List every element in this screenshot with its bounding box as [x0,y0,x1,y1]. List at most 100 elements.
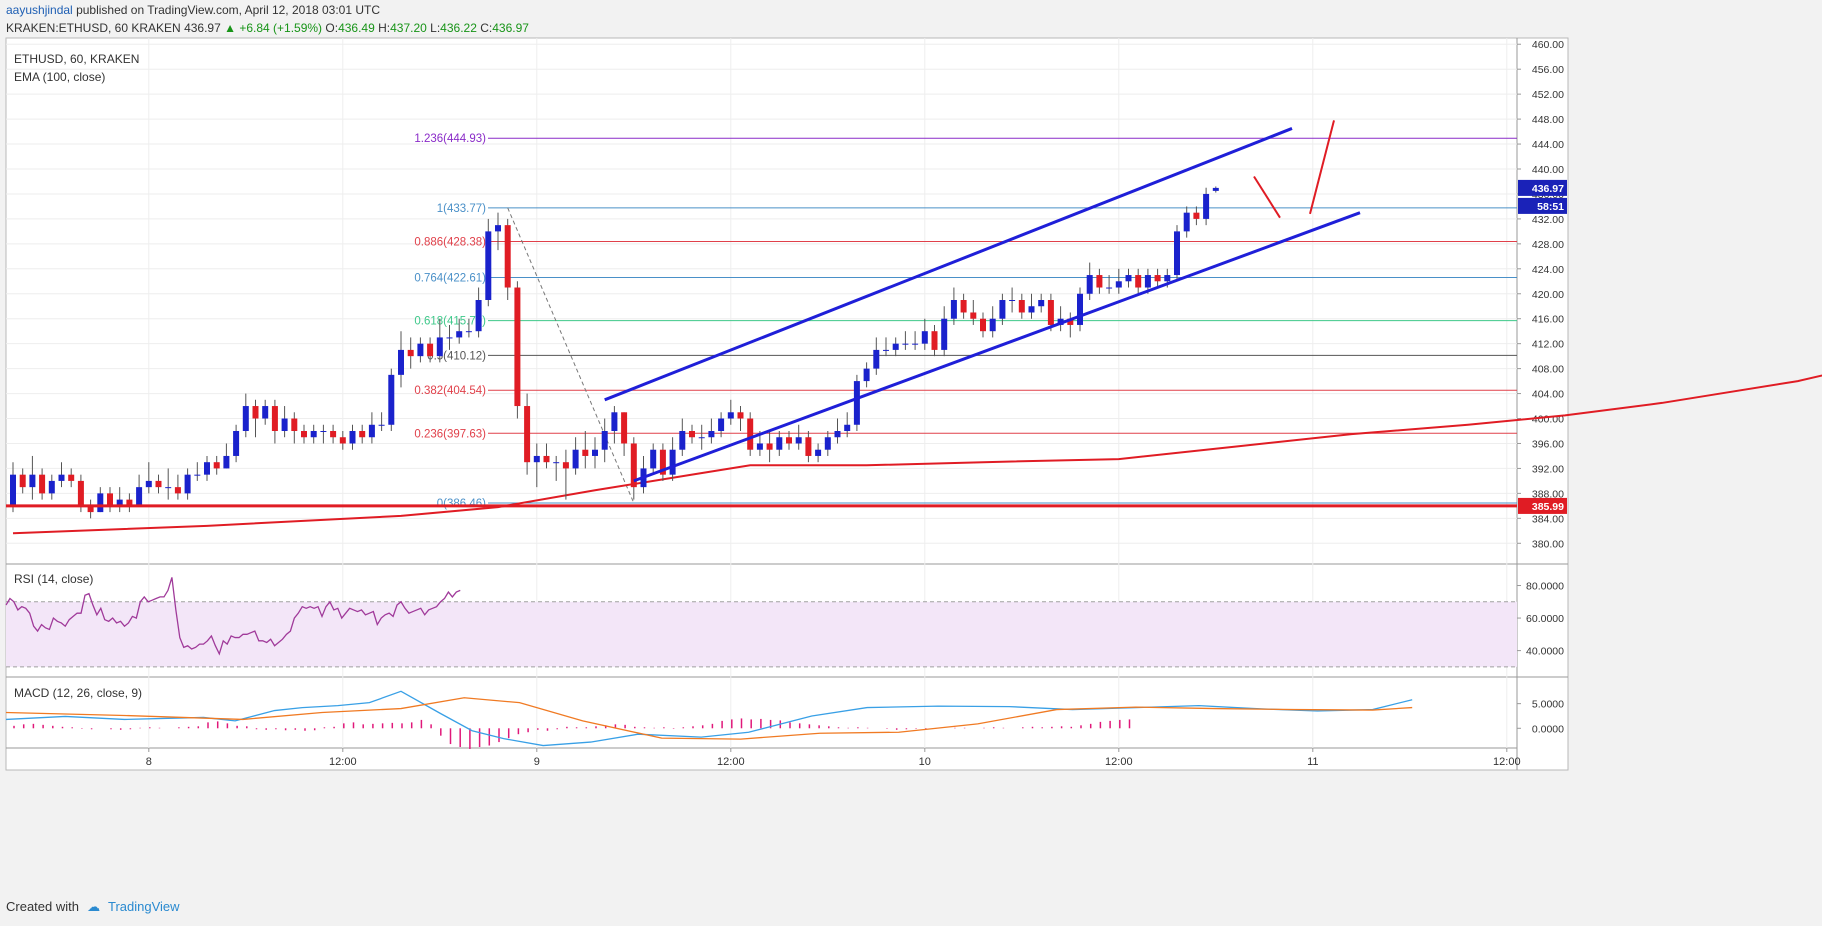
candle-body [1154,275,1161,282]
candle-body [883,349,889,351]
y-tick-label: 424.00 [1532,264,1564,276]
candle-body [339,437,346,444]
ema-indicator-label: EMA (100, close) [14,70,105,84]
candle-body [1144,275,1151,288]
candle-body [233,431,240,456]
candle-body [388,374,395,425]
x-tick-label: 8 [146,756,152,768]
y-tick-label: 420.00 [1532,289,1564,301]
fib-level-label: 1.236(444.93) [414,133,486,145]
countdown-label: 58:51 [1537,201,1564,213]
rsi-band-fill [6,601,1517,667]
candle-body [213,462,220,469]
candle-body [1096,275,1103,288]
candle-body [902,343,909,345]
author-link[interactable]: aayushjindal [6,3,73,17]
candle-body [1047,300,1054,325]
candle-body [1193,212,1200,219]
candle-body [1067,318,1074,325]
candle-body [1183,212,1190,232]
candle-body [19,474,26,488]
candle-body [999,300,1006,319]
candle-body [58,474,65,481]
candle-body [727,412,734,419]
low-value: 436.22 [440,21,477,35]
projection-up-stroke [1309,120,1335,215]
candle-body [68,474,75,481]
macd-tick-label: 5.0000 [1532,699,1564,711]
candle-body [145,480,152,488]
x-tick-label: 12:00 [1105,756,1133,768]
candle-body [107,493,113,506]
close-value: 436.97 [492,21,529,35]
quote-line: KRAKEN:ETHUSD, 60 KRAKEN 436.97 ▲ +6.84 … [6,21,529,35]
candle-body [921,331,928,344]
candle-body [553,462,560,464]
candle-body [776,437,783,450]
candle-body [698,437,705,439]
open-label: O: [325,21,339,35]
fib-level-label: 0.764(422.61) [414,272,486,284]
candle-body [689,431,695,438]
candle-body [252,406,259,419]
candle-body [679,431,686,450]
candle-body [824,437,831,450]
y-tick-label: 384.00 [1532,513,1564,525]
fib-level-label: 0.382(404.54) [414,385,486,397]
candle-body [708,431,715,438]
main-pane-title: ETHUSD, 60, KRAKEN [14,52,139,66]
candle-body [950,300,957,319]
candle-body [291,418,298,431]
y-tick-label: 408.00 [1532,364,1564,376]
y-tick-label: 432.00 [1532,214,1564,226]
candle-body [223,455,230,469]
channel-upper-line [604,127,1293,402]
published-text: published on TradingView.com, April 12, … [76,3,381,17]
candle-body [504,225,511,288]
candle-body [116,499,123,506]
candle-body [572,449,579,469]
candle-body [271,406,278,431]
fib-level-label: 0.886(428.38) [414,236,486,248]
candle-body [417,343,424,357]
macd-pane-title: MACD (12, 26, close, 9) [14,686,142,700]
x-tick-label: 12:00 [1493,756,1521,768]
support-price-label: 385.99 [1532,501,1564,513]
candle-body [756,443,763,450]
candle-body [533,455,540,463]
candle-body [359,431,366,438]
candle-body [931,331,938,350]
candle-body [1125,275,1132,282]
candle-body [436,337,443,357]
candle-body [1212,187,1219,191]
candle-body [10,474,16,506]
candle-body [1115,281,1122,288]
candle-body [1018,300,1025,313]
close-label: C: [480,21,493,35]
candle-body [1135,275,1142,288]
candle-body [1106,287,1113,289]
fib-level-label: 0.5(410.12) [427,350,486,362]
candle-body [456,331,463,338]
tradingview-brand[interactable]: TradingView [108,899,180,914]
candle-body [562,462,569,469]
candle-body [1077,293,1083,325]
candle-body [242,406,249,431]
candle-body [184,474,191,494]
x-tick-label: 12:00 [329,756,357,768]
candle-body [194,474,201,476]
y-tick-label: 448.00 [1532,114,1564,126]
candle-body [630,443,637,488]
candle-body [524,406,531,463]
candle-body [349,431,356,444]
candle-body [669,449,676,475]
quote-change: ▲ +6.84 (+1.59%) [224,21,323,35]
candle-body [485,231,492,300]
candle-body [155,480,162,488]
candle-body [495,225,501,232]
candle-body [87,505,94,513]
rsi-pane-title: RSI (14, close) [14,572,93,586]
candle-body [97,493,104,513]
